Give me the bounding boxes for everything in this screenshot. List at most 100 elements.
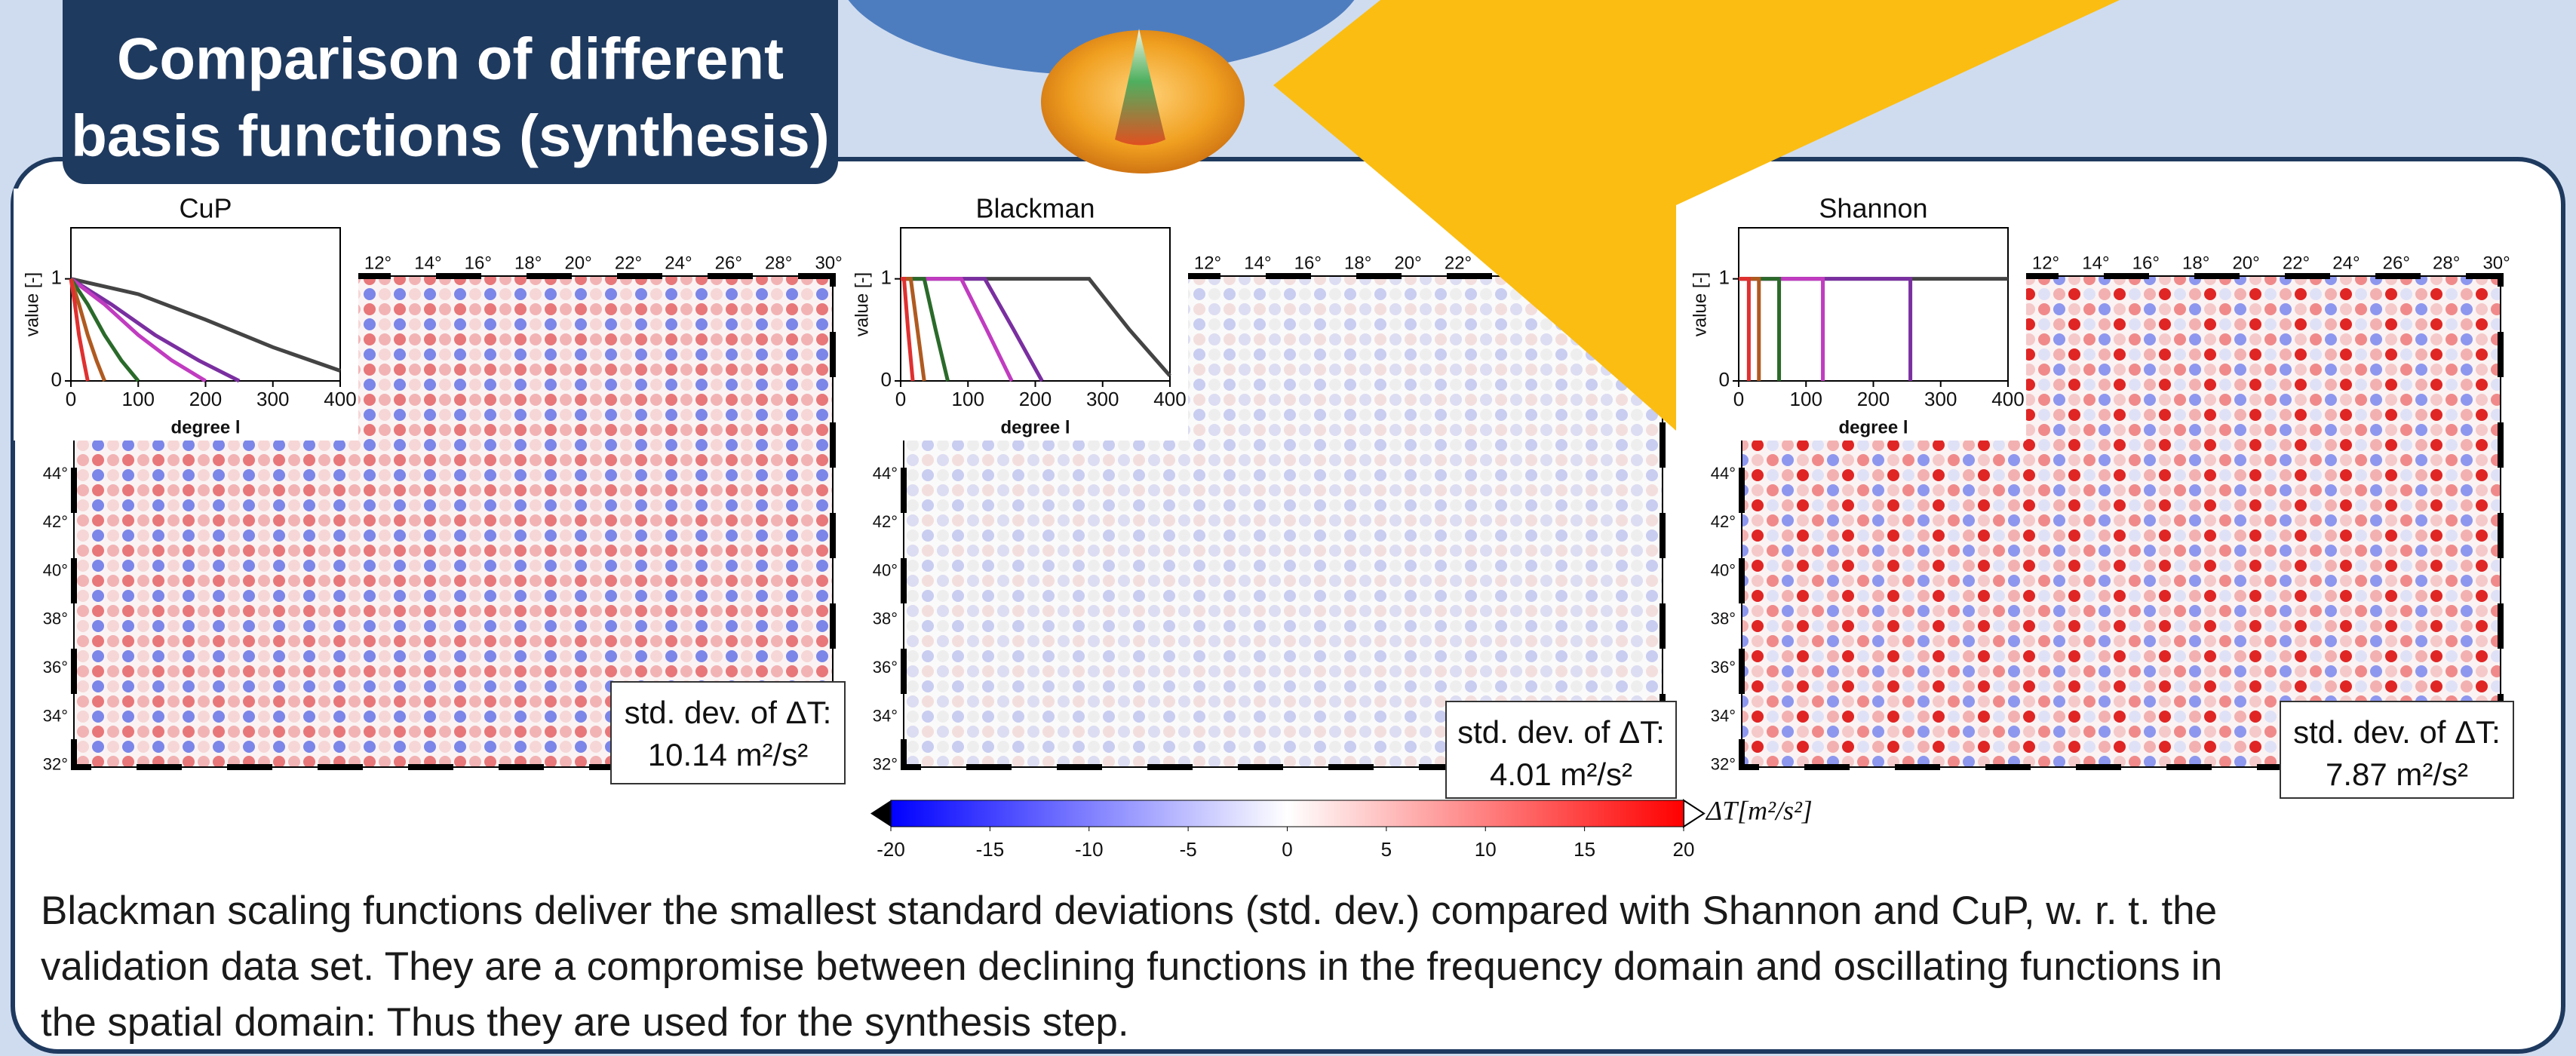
y-tick-label: 1	[1719, 266, 1730, 289]
lat-label: 34°	[43, 706, 68, 725]
lon-label: 26°	[2383, 253, 2410, 273]
x-tick-label: 100	[122, 388, 155, 410]
lat-label: 42°	[1711, 512, 1736, 531]
x-tick-label: 400	[324, 388, 356, 410]
y-tick-label: 0	[51, 368, 62, 391]
lat-label: 42°	[873, 512, 898, 531]
inset-title: Blackman	[975, 193, 1095, 224]
lon-label: 22°	[1445, 253, 1472, 273]
std-label: std. dev. of ΔT:	[625, 695, 832, 730]
lat-label: 44°	[873, 464, 898, 483]
lon-label: 22°	[2283, 253, 2310, 273]
x-tick-label: 300	[1086, 388, 1119, 410]
x-axis-label: degree l	[1000, 417, 1070, 437]
lat-label: 32°	[43, 755, 68, 774]
lat-label: 44°	[1711, 464, 1736, 483]
panels: 12° 14° 16° 18° 20° 22° 24° 26° 28° 30° 44° 42° 40° 3…	[14, 189, 2513, 1045]
colorbar-tick-label: 0	[1282, 838, 1292, 861]
std-label: std. dev. of ΔT:	[1457, 714, 1665, 750]
lat-label: 36°	[1711, 658, 1736, 677]
y-tick-label: 1	[51, 266, 62, 289]
x-tick-label: 0	[66, 388, 76, 410]
colorbar-tick-label: 5	[1381, 838, 1392, 861]
lon-label: 24°	[665, 253, 692, 273]
colorbar-tick-label: -20	[877, 838, 905, 861]
lon-label: 20°	[1394, 253, 1421, 273]
colorbar	[891, 800, 1684, 827]
caption-line: Blackman scaling functions deliver the s…	[41, 889, 2217, 933]
colorbar-tick-label: 10	[1475, 838, 1497, 861]
lon-label: 28°	[2433, 253, 2460, 273]
lon-label: 22°	[615, 253, 642, 273]
y-axis-label: value [-]	[852, 272, 872, 336]
lon-label: 30°	[2482, 253, 2510, 273]
lon-label: 18°	[1344, 253, 1371, 273]
colorbar-label: ΔT[m²/s²]	[1705, 795, 1813, 825]
slide: 12° 14° 16° 18° 20° 22° 24° 26° 28° 30° 44° 42° 40° 3…	[0, 0, 2576, 1056]
lon-label: 14°	[414, 253, 441, 273]
colorbar-tick-label: -5	[1180, 838, 1197, 861]
x-tick-label: 300	[1924, 388, 1957, 410]
y-tick-label: 0	[881, 368, 892, 391]
x-tick-label: 400	[1991, 388, 2024, 410]
lon-label: 14°	[2082, 253, 2109, 273]
colorbar-tick-label: 20	[1673, 838, 1695, 861]
x-axis-label: degree l	[170, 417, 240, 437]
inset-title: Shannon	[1819, 193, 1927, 224]
caption-line: validation data set. They are a compromi…	[41, 944, 2222, 989]
std-value: 7.87 m²/s²	[2326, 757, 2468, 792]
lon-label: 12°	[1194, 253, 1221, 273]
std-label: std. dev. of ΔT:	[2293, 714, 2501, 750]
lon-label: 24°	[2332, 253, 2360, 273]
y-axis-label: value [-]	[1690, 272, 1710, 336]
caption-line: the spatial domain: Thus they are used f…	[41, 1000, 1129, 1045]
std-value: 4.01 m²/s²	[1490, 757, 1632, 792]
lat-label: 34°	[1711, 706, 1736, 725]
lat-label: 40°	[1711, 560, 1736, 579]
x-tick-label: 300	[256, 388, 289, 410]
lat-label: 42°	[43, 512, 68, 531]
y-axis-label: value [-]	[22, 272, 42, 336]
lat-label: 40°	[43, 560, 68, 579]
panel: 12° 14° 16° 18° 20° 22° 24° 26° 28° 30° 44° 42° 40° 3…	[1681, 189, 2513, 798]
x-tick-label: 400	[1153, 388, 1186, 410]
lon-label: 30°	[815, 253, 842, 273]
x-tick-label: 100	[1790, 388, 1822, 410]
lon-label: 16°	[465, 253, 492, 273]
x-axis-label: degree l	[1838, 417, 1908, 437]
panel: 12° 14° 16° 18° 20° 22° 24° 26° 28° 30° 44° 42° 40° 3…	[14, 189, 845, 784]
colorbar-tick-label: 15	[1574, 838, 1595, 861]
lon-label: 12°	[364, 253, 391, 273]
lat-label: 40°	[873, 560, 898, 579]
colorbar-tick-label: -10	[1075, 838, 1104, 861]
title-line: basis functions (synthesis)	[71, 103, 830, 169]
lon-label: 16°	[1294, 253, 1322, 273]
x-tick-label: 200	[1019, 388, 1052, 410]
lon-label: 28°	[765, 253, 792, 273]
lat-label: 36°	[873, 658, 898, 677]
y-tick-label: 1	[881, 266, 892, 289]
lon-label: 14°	[1244, 253, 1271, 273]
std-value: 10.14 m²/s²	[648, 737, 808, 772]
x-tick-label: 200	[189, 388, 222, 410]
lat-label: 38°	[43, 609, 68, 628]
x-tick-label: 0	[895, 388, 906, 410]
x-tick-label: 200	[1857, 388, 1890, 410]
x-tick-label: 0	[1733, 388, 1744, 410]
lon-label: 16°	[2132, 253, 2160, 273]
lon-label: 18°	[514, 253, 542, 273]
lon-label: 12°	[2032, 253, 2059, 273]
lat-label: 44°	[43, 464, 68, 483]
lat-label: 32°	[873, 755, 898, 774]
lat-label: 38°	[873, 609, 898, 628]
title-line: Comparison of different	[117, 26, 784, 92]
lon-label: 20°	[564, 253, 591, 273]
page: 12° 14° 16° 18° 20° 22° 24° 26° 28° 30° 44° 42° 40° 3…	[0, 0, 2576, 1056]
lon-label: 26°	[715, 253, 742, 273]
y-tick-label: 0	[1719, 368, 1730, 391]
inset-title: CuP	[179, 193, 232, 224]
lon-label: 18°	[2182, 253, 2209, 273]
lon-label: 20°	[2232, 253, 2259, 273]
x-tick-label: 100	[952, 388, 984, 410]
lat-label: 38°	[1711, 609, 1736, 628]
